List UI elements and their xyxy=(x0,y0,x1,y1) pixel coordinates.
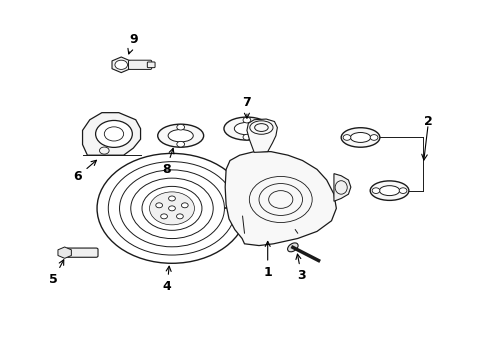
Ellipse shape xyxy=(369,181,408,201)
Circle shape xyxy=(243,134,250,140)
Circle shape xyxy=(343,135,350,140)
Circle shape xyxy=(176,214,183,219)
Polygon shape xyxy=(82,113,140,155)
Circle shape xyxy=(181,203,188,208)
Circle shape xyxy=(398,188,406,193)
Ellipse shape xyxy=(379,186,399,195)
Ellipse shape xyxy=(287,243,298,252)
Ellipse shape xyxy=(158,124,203,147)
Circle shape xyxy=(95,121,132,147)
Polygon shape xyxy=(112,57,130,73)
Circle shape xyxy=(371,188,379,193)
Text: 2: 2 xyxy=(423,115,432,128)
Polygon shape xyxy=(224,152,336,246)
Circle shape xyxy=(168,196,175,201)
Circle shape xyxy=(177,141,184,147)
FancyBboxPatch shape xyxy=(128,60,151,69)
Text: 9: 9 xyxy=(128,33,137,54)
Text: 1: 1 xyxy=(263,242,271,279)
Circle shape xyxy=(243,117,250,123)
Polygon shape xyxy=(246,119,277,152)
Circle shape xyxy=(177,124,184,130)
FancyBboxPatch shape xyxy=(147,62,155,68)
Ellipse shape xyxy=(224,117,269,140)
Ellipse shape xyxy=(341,128,379,147)
Text: 6: 6 xyxy=(73,160,96,183)
Circle shape xyxy=(161,214,167,219)
Polygon shape xyxy=(333,174,350,201)
Circle shape xyxy=(149,192,194,225)
Circle shape xyxy=(156,203,162,208)
Ellipse shape xyxy=(234,122,259,135)
FancyBboxPatch shape xyxy=(66,248,98,257)
Text: 5: 5 xyxy=(49,260,63,286)
Ellipse shape xyxy=(350,132,370,143)
Text: 3: 3 xyxy=(295,254,305,282)
Polygon shape xyxy=(58,247,71,258)
Circle shape xyxy=(369,135,377,140)
Circle shape xyxy=(115,60,127,69)
Text: 7: 7 xyxy=(242,95,251,118)
Text: 4: 4 xyxy=(163,266,171,293)
Text: 8: 8 xyxy=(162,148,174,176)
Circle shape xyxy=(168,206,175,211)
Ellipse shape xyxy=(168,130,193,142)
